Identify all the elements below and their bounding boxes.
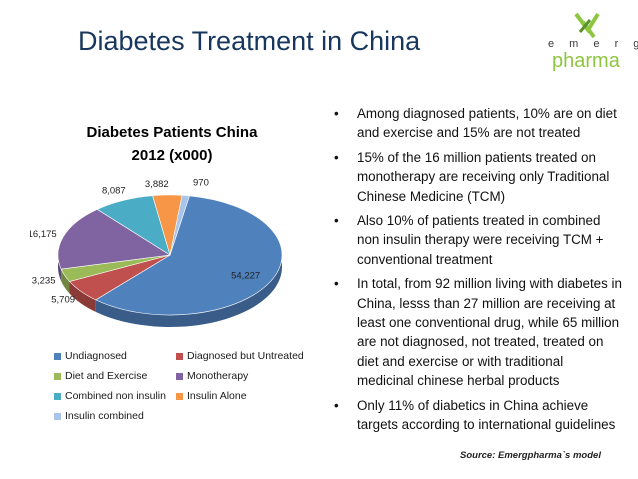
bullet-item: • In total, from 92 million living with d… <box>322 274 622 390</box>
pie-chart: 54,227 5,709 3,235 16,175 8,087 3,882 970 <box>30 178 283 327</box>
legend-label: Diet and Exercise <box>65 370 148 382</box>
pie-slice-side <box>69 281 96 312</box>
legend-label: Combined non insulin <box>65 390 166 402</box>
pie-slice-monotherapy <box>57 209 171 270</box>
legend-label: Diagnosed but Untreated <box>187 350 304 362</box>
bullet-item: • 15% of the 16 million patients treated … <box>322 148 622 206</box>
legend-label: Monotherapy <box>187 370 249 382</box>
source-note: Source: Emergpharma`s model <box>460 450 601 461</box>
legend-item: Monotherapy <box>176 370 248 382</box>
pie-slice-side <box>95 195 282 327</box>
data-label: 3,235 <box>32 275 56 286</box>
legend-item: Combined non insulin <box>54 390 166 402</box>
bullet-item: • Also 10% of patients treated in combine… <box>322 211 622 269</box>
data-label: 54,227 <box>231 271 260 282</box>
slide-title: Diabetes Treatment in China <box>78 26 421 56</box>
logo-text-pharma: pharma <box>552 50 620 72</box>
legend-item: Diet and Exercise <box>54 370 147 382</box>
legend-swatch <box>54 392 61 400</box>
logo-mark-icon <box>574 12 600 39</box>
legend-swatch <box>176 352 183 360</box>
legend-swatch <box>54 372 61 380</box>
chart-title: Diabetes Patients China 2012 (x000) <box>38 121 306 167</box>
chart-title-main: Diabetes Patients China <box>86 124 258 141</box>
legend-item: Insulin Alone <box>176 390 247 402</box>
pie-slice-insulin-combined <box>169 195 190 256</box>
legend-item: Insulin combined <box>54 410 144 422</box>
bullet-item: • Among diagnosed patients, 10% are on di… <box>322 104 622 143</box>
legend-label: Insulin combined <box>65 410 144 422</box>
data-label: 970 <box>193 178 209 189</box>
bullet-dot-icon: • <box>334 276 339 292</box>
legend-swatch <box>54 352 61 360</box>
logo-text-emerg: e m e r g <box>548 38 638 50</box>
bullet-text: In total, from 92 million living with di… <box>357 276 622 389</box>
legend-swatch <box>176 392 183 400</box>
bullet-text: Also 10% of patients treated in combined… <box>357 213 604 267</box>
bullet-dot-icon: • <box>334 149 339 165</box>
legend-label: Undiagnosed <box>65 350 127 362</box>
legend-swatch <box>54 412 61 420</box>
pie-slice-undiagnosed <box>95 195 283 316</box>
data-label: 5,709 <box>51 295 75 306</box>
bullet-dot-icon: • <box>334 213 339 229</box>
data-label: 3,882 <box>145 179 169 190</box>
legend-label: Insulin Alone <box>187 390 247 402</box>
bullet-text: Among diagnosed patients, 10% are on die… <box>357 106 617 141</box>
bullet-list: • Among diagnosed patients, 10% are on di… <box>322 104 622 440</box>
chart-subtitle: 2012 (x000) <box>131 147 213 164</box>
bullet-item: • Only 11% of diabetics in China achieve … <box>322 396 622 435</box>
data-label: 16,175 <box>30 229 57 240</box>
legend-item: Undiagnosed <box>54 350 127 362</box>
bullet-dot-icon: • <box>334 106 339 121</box>
bullet-dot-icon: • <box>334 397 339 413</box>
bullet-text: Only 11% of diabetics in China achieve t… <box>357 397 616 433</box>
data-label: 8,087 <box>102 186 126 197</box>
pie-slice-side <box>61 269 70 294</box>
legend-swatch <box>176 372 183 380</box>
legend-item: Diagnosed but Untreated <box>176 350 304 362</box>
bullet-text: 15% of the 16 million patients treated o… <box>357 149 610 204</box>
